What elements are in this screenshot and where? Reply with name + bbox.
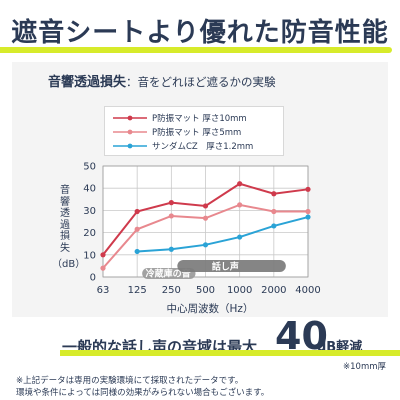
- y-axis-label-char: 音: [60, 185, 70, 196]
- y-axis-label-char: 響: [60, 196, 70, 208]
- legend-item-sandam: サンダムCZ 厚さ1.2mm: [113, 139, 253, 153]
- series-point-1: [271, 208, 277, 215]
- x-tick-label: 4000: [295, 285, 320, 296]
- series-point-2: [168, 246, 174, 252]
- series-point-0: [305, 186, 311, 192]
- series-point-2: [271, 223, 277, 229]
- series-point-0: [134, 208, 140, 215]
- x-tick-label: 2000: [261, 285, 286, 296]
- y-tick-label: 20: [83, 228, 96, 239]
- y-axis-label-char: 失: [60, 242, 70, 254]
- series-line-2: [137, 216, 309, 253]
- note-line-1: ※上記データは専用の実験環境にて採取されたデータです。: [16, 376, 244, 386]
- series-point-0: [100, 252, 106, 258]
- series-point-2: [202, 242, 209, 248]
- x-tick-label: 500: [196, 285, 215, 296]
- y-tick-label: 0: [90, 273, 96, 284]
- legend-label-10mm: P防振マット 厚さ10mm: [152, 114, 247, 124]
- band-voice: [177, 260, 286, 272]
- y-tick-label: 10: [83, 250, 96, 261]
- legend-label-sandam: サンダムCZ 厚さ1.2mm: [152, 142, 254, 152]
- x-tick-label: 125: [128, 285, 147, 296]
- subtitle-description: ：音をどれほど遮るかの実験: [126, 75, 276, 89]
- x-tick-label: 1000: [227, 285, 252, 296]
- series-point-1: [134, 226, 140, 232]
- series-point-1: [168, 213, 174, 219]
- bottom-underline: [60, 350, 400, 356]
- legend-swatch-sandam: [113, 143, 147, 149]
- series-point-2: [134, 248, 140, 255]
- series-point-1: [237, 202, 243, 208]
- series-point-1: [100, 265, 106, 271]
- band-label: 話し声: [212, 261, 239, 273]
- legend-label-5mm: P防振マット 厚さ5mm: [152, 128, 242, 138]
- x-tick-label: 250: [162, 285, 181, 296]
- y-axis-label-char: 過: [60, 219, 70, 231]
- note-line-2: 環境や条件によっては同様の効果がみられない場合もございます。: [16, 388, 270, 398]
- y-tick-label: 30: [83, 206, 96, 217]
- series-point-2: [305, 214, 311, 220]
- y-tick-label: 50: [83, 162, 96, 173]
- series-point-2: [237, 234, 243, 240]
- series-point-0: [202, 203, 209, 209]
- y-axis-unit: （dB）: [52, 259, 86, 270]
- legend-swatch-10mm: [113, 115, 147, 121]
- series-point-1: [202, 215, 209, 221]
- x-axis-label: 中心周波数（Hz）: [166, 303, 254, 315]
- thickness-footnote: ※10mm厚: [343, 362, 386, 372]
- chart-legend: P防振マット 厚さ10mm P防振マット 厚さ5mm サンダムCZ 厚さ1.2m…: [104, 106, 284, 156]
- series-point-0: [168, 200, 174, 206]
- series-point-0: [271, 191, 277, 197]
- plot-border: [102, 165, 309, 278]
- subtitle-title: 音響透過損失: [48, 75, 127, 90]
- x-tick-label: 63: [97, 285, 110, 296]
- y-axis-label-char: 透: [60, 208, 70, 219]
- y-axis-label-char: 損: [60, 231, 70, 242]
- legend-swatch-5mm: [113, 129, 147, 135]
- legend-item-10mm: P防振マット 厚さ10mm: [113, 111, 247, 125]
- legend-item-5mm: P防振マット 厚さ5mm: [113, 125, 241, 139]
- series-point-1: [305, 208, 311, 215]
- subtitle: 音響透過損失：音をどれほど遮るかの実験: [48, 71, 276, 90]
- headline-underline: [0, 47, 392, 53]
- y-tick-label: 40: [83, 184, 96, 195]
- series-point-0: [237, 181, 243, 187]
- headline: 遮音シートより優れた防音性能: [11, 18, 389, 48]
- y-axis-label: 音 響 透 過 損 失: [58, 185, 72, 254]
